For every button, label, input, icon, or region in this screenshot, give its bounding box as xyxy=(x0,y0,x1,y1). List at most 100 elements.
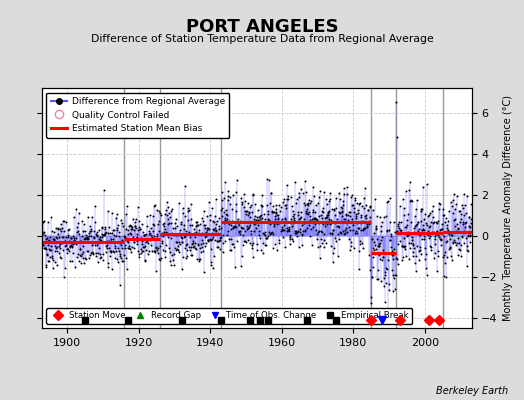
Point xyxy=(86,250,95,256)
Point xyxy=(338,204,346,211)
Point xyxy=(234,220,242,226)
Point xyxy=(181,245,190,252)
Point xyxy=(217,197,226,203)
Point xyxy=(432,228,440,235)
Point xyxy=(130,219,139,225)
Point xyxy=(106,248,115,255)
Point xyxy=(211,225,219,232)
Point xyxy=(303,211,312,217)
Point xyxy=(306,232,314,239)
Point xyxy=(244,200,252,206)
Point xyxy=(39,242,48,248)
Point xyxy=(193,219,201,225)
Point xyxy=(102,228,110,235)
Point xyxy=(435,200,444,207)
Point xyxy=(450,191,458,197)
Point xyxy=(400,205,409,212)
Point xyxy=(425,223,434,230)
Point xyxy=(116,240,124,246)
Point xyxy=(320,244,329,250)
Point xyxy=(63,245,71,252)
Point xyxy=(215,238,224,245)
Point xyxy=(269,209,277,215)
Point xyxy=(272,206,281,212)
Point xyxy=(334,230,342,237)
Point xyxy=(320,189,328,195)
Point xyxy=(401,188,410,194)
Point xyxy=(171,238,180,245)
Point xyxy=(187,252,195,258)
Point xyxy=(287,194,296,200)
Point xyxy=(150,222,158,228)
Point xyxy=(293,212,302,218)
Point xyxy=(187,216,195,222)
Point xyxy=(82,232,90,238)
Point xyxy=(368,264,377,270)
Point xyxy=(108,236,117,242)
Point xyxy=(406,245,414,252)
Point xyxy=(350,205,358,211)
Point xyxy=(397,229,406,235)
Point xyxy=(236,228,244,234)
Point xyxy=(393,227,401,234)
Point xyxy=(263,211,271,218)
Point xyxy=(92,250,100,256)
Point xyxy=(389,275,398,281)
Point xyxy=(76,245,84,252)
Point xyxy=(139,248,148,255)
Point xyxy=(405,240,413,247)
Point xyxy=(331,220,340,226)
Point xyxy=(375,240,384,247)
Point xyxy=(432,220,441,226)
Point xyxy=(246,240,254,246)
Point xyxy=(413,221,421,228)
Point xyxy=(431,241,440,248)
Point xyxy=(223,212,232,218)
Point xyxy=(397,228,406,235)
Point xyxy=(350,208,358,215)
Point xyxy=(394,241,402,248)
Point xyxy=(39,218,47,225)
Point xyxy=(436,226,444,233)
Point xyxy=(214,238,223,244)
Point xyxy=(58,247,67,254)
Point xyxy=(95,236,104,243)
Point xyxy=(77,259,85,266)
Point xyxy=(61,238,69,244)
Point xyxy=(170,250,179,257)
Point xyxy=(417,218,425,224)
Point xyxy=(363,222,371,229)
Point xyxy=(89,250,97,257)
Point xyxy=(74,220,82,226)
Point xyxy=(112,233,121,240)
Point xyxy=(144,251,152,257)
Point xyxy=(315,188,324,195)
Point xyxy=(307,198,315,204)
Point xyxy=(361,224,369,231)
Point xyxy=(115,251,124,258)
Point xyxy=(114,245,122,252)
Point xyxy=(264,233,272,240)
Point xyxy=(59,234,67,240)
Point xyxy=(201,222,209,228)
Point xyxy=(204,238,212,244)
Point xyxy=(239,237,248,244)
Point xyxy=(145,228,154,234)
Point xyxy=(279,222,288,229)
Point xyxy=(313,200,322,206)
Point xyxy=(247,231,256,237)
Point xyxy=(391,272,400,278)
Point xyxy=(438,221,446,227)
Point xyxy=(348,227,357,233)
Point xyxy=(261,242,270,249)
Point xyxy=(172,216,181,222)
Point xyxy=(281,202,289,209)
Point xyxy=(48,255,57,261)
Point xyxy=(101,224,109,230)
Point xyxy=(217,207,225,213)
Point xyxy=(45,246,53,252)
Point xyxy=(266,200,274,207)
Point xyxy=(302,210,311,216)
Point xyxy=(303,210,311,216)
Point xyxy=(226,222,235,228)
